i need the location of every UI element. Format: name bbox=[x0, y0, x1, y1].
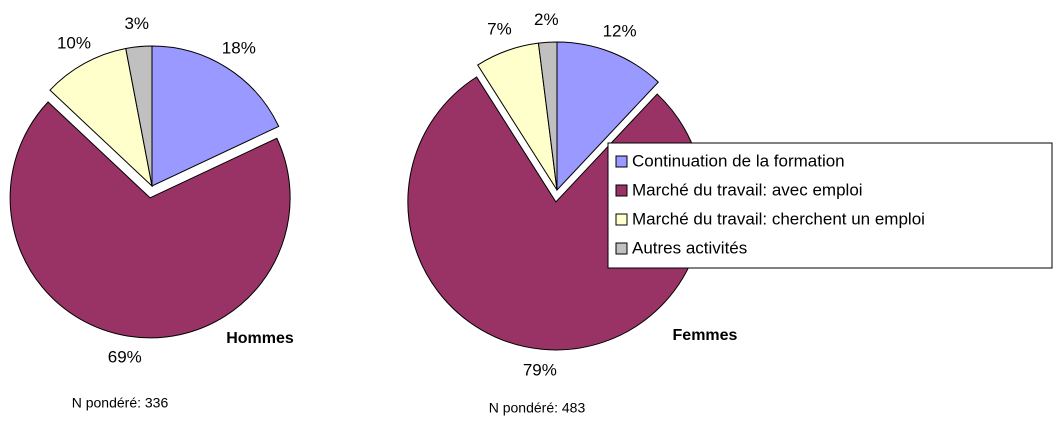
pie-slice bbox=[125, 45, 153, 187]
note: N pondéré: 483 bbox=[489, 400, 586, 416]
pie-slice bbox=[151, 45, 280, 187]
legend-swatch bbox=[615, 155, 628, 168]
data-label: 69% bbox=[108, 347, 142, 366]
legend-label: Continuation de la formation bbox=[632, 151, 845, 170]
data-label: 10% bbox=[57, 34, 91, 53]
chart-title: Femmes bbox=[673, 327, 738, 344]
data-label: 2% bbox=[534, 10, 559, 29]
pie-slice bbox=[556, 41, 660, 192]
legend-label: Marché du travail: cherchent un emploi bbox=[632, 209, 925, 228]
data-label: 12% bbox=[603, 21, 637, 40]
legend-swatch bbox=[615, 213, 628, 226]
legend-swatch bbox=[615, 242, 628, 255]
pie-slice bbox=[537, 41, 558, 191]
pie-slice bbox=[9, 101, 291, 339]
legend-label: Marché du travail: avec emploi bbox=[632, 180, 863, 199]
data-label: 3% bbox=[124, 14, 149, 33]
data-label: 18% bbox=[222, 39, 256, 58]
legend-swatch bbox=[615, 184, 628, 197]
chart-title: Hommes bbox=[226, 330, 294, 347]
note: N pondéré: 336 bbox=[72, 395, 169, 411]
data-label: 79% bbox=[523, 361, 557, 380]
data-label: 7% bbox=[487, 20, 512, 39]
legend-box bbox=[607, 142, 1053, 269]
pie-slice bbox=[49, 47, 153, 188]
legend-label: Autres activités bbox=[632, 238, 747, 257]
